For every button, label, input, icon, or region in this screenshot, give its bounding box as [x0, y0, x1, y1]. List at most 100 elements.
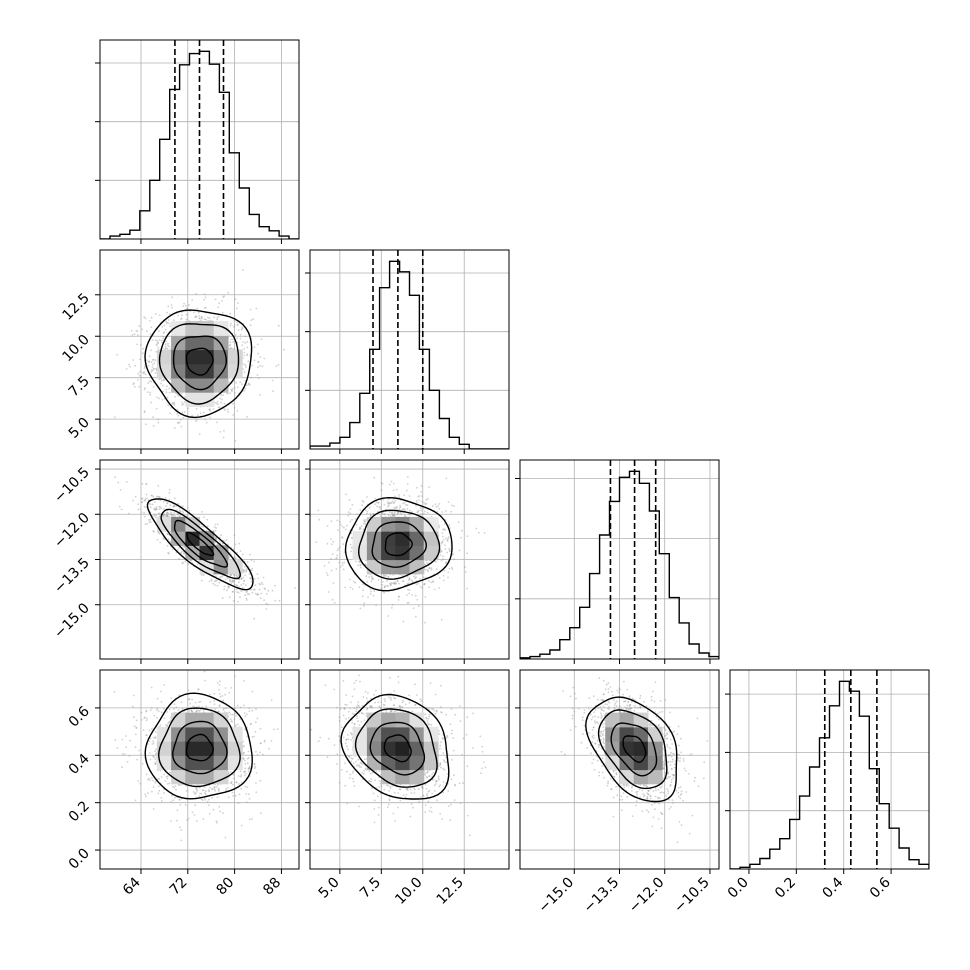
sample-point [162, 500, 165, 503]
sample-point [416, 486, 418, 489]
contour-line [144, 309, 253, 419]
sample-point [144, 499, 147, 502]
sample-point [166, 777, 169, 780]
sample-point [406, 483, 409, 485]
sample-point [435, 568, 438, 571]
sample-point [253, 359, 256, 362]
sample-point [168, 498, 171, 501]
sample-point [215, 820, 218, 823]
sample-point [216, 579, 218, 582]
sample-point [172, 515, 175, 517]
sample-point [246, 561, 249, 564]
sample-point [143, 316, 146, 319]
sample-point [193, 814, 196, 816]
sample-point [172, 402, 174, 404]
sample-point [170, 514, 173, 517]
sample-point [369, 588, 372, 590]
sample-point [162, 384, 164, 387]
sample-point [240, 577, 243, 580]
sample-point [443, 569, 446, 572]
sample-point [387, 576, 390, 578]
sample-point [168, 345, 171, 348]
sample-point [435, 505, 438, 508]
sample-point [207, 316, 210, 319]
density-cell [227, 349, 243, 365]
sample-point [144, 373, 147, 376]
sample-point [166, 311, 168, 314]
sample-point [176, 809, 179, 812]
sample-point [361, 500, 364, 502]
sample-point [177, 549, 179, 551]
sample-point [234, 439, 237, 442]
sample-point [351, 518, 353, 521]
density-cell [409, 545, 425, 561]
sample-point [152, 416, 154, 418]
sample-point [183, 302, 186, 305]
sample-point [177, 421, 180, 424]
sample-point [331, 553, 334, 556]
sample-point [157, 342, 159, 345]
sample-point [466, 587, 468, 590]
sample-point [196, 307, 199, 310]
sample-point [248, 818, 251, 821]
sample-point [148, 361, 151, 363]
sample-point [239, 596, 241, 599]
sample-point [326, 525, 329, 527]
sample-point [375, 604, 378, 607]
sample-point [398, 582, 400, 585]
sample-point [257, 593, 260, 596]
sample-point [420, 485, 423, 487]
sample-point [245, 599, 248, 601]
sample-point [242, 341, 245, 343]
sample-point [441, 535, 444, 538]
sample-point [380, 482, 383, 484]
sample-point [204, 418, 207, 421]
sample-point [159, 499, 162, 502]
sample-point [144, 523, 147, 526]
sample-point [229, 392, 232, 395]
sample-point [243, 680, 246, 682]
sample-point [372, 512, 375, 515]
sample-point [337, 547, 340, 550]
density-cell [199, 335, 215, 351]
sample-point [444, 523, 446, 525]
sample-point [415, 576, 417, 579]
sample-point [143, 505, 146, 508]
sample-point [145, 710, 147, 713]
histogram-panel-3 [725, 669, 930, 874]
sample-point [243, 371, 246, 374]
sample-point [426, 562, 428, 564]
sample-point [250, 588, 252, 591]
sample-point [232, 600, 235, 602]
sample-point [243, 569, 245, 571]
sample-point [240, 328, 243, 331]
sample-point [389, 582, 391, 585]
sample-point [442, 528, 445, 531]
sample-point [142, 371, 144, 374]
sample-point [394, 499, 397, 502]
sample-point [431, 580, 434, 582]
sample-point [172, 514, 174, 516]
sample-point [181, 562, 184, 565]
sample-point [228, 344, 231, 347]
sample-point [227, 586, 230, 589]
sample-point [172, 799, 175, 802]
sample-point [158, 508, 161, 511]
sample-point [154, 509, 157, 511]
sample-point [128, 363, 131, 366]
density-cell [381, 516, 396, 532]
sample-point [424, 582, 426, 585]
sample-point [445, 537, 447, 540]
sample-point [118, 505, 121, 508]
sample-point [466, 535, 469, 537]
sample-point [219, 431, 222, 433]
sample-point [148, 380, 151, 383]
sample-point [234, 543, 237, 546]
sample-point [247, 383, 250, 385]
sample-point [344, 586, 346, 589]
sample-point [399, 511, 402, 514]
sample-point [162, 379, 165, 382]
sample-point [232, 777, 235, 780]
sample-point [215, 527, 218, 529]
sample-point [162, 332, 165, 334]
